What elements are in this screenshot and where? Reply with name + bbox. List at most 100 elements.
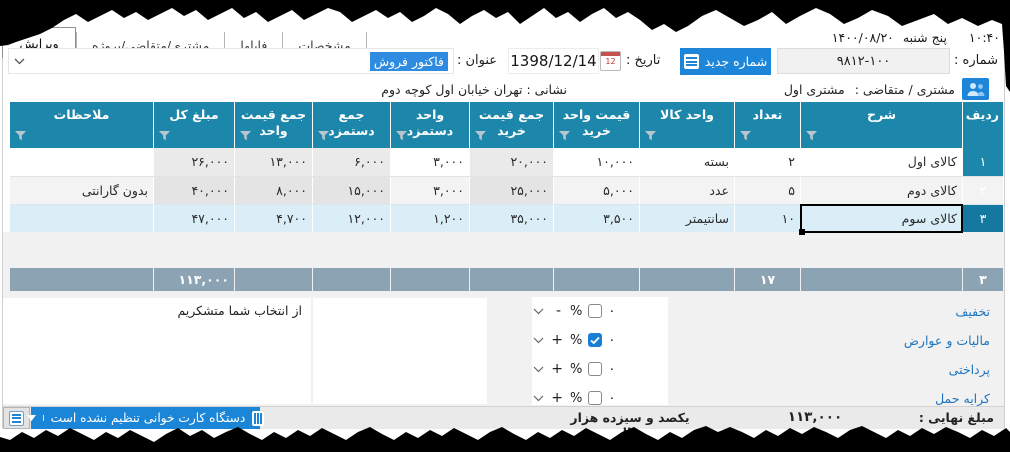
filter-icon[interactable] xyxy=(806,129,817,145)
filter-icon[interactable] xyxy=(475,129,486,145)
discount-value[interactable]: ۰ xyxy=(608,303,616,319)
table-summary-row: ۳ ۱۷ ۱۱۳,۰۰۰ xyxy=(10,268,1003,291)
dropdown-arrow-icon[interactable] xyxy=(26,415,44,421)
cell-quantity[interactable]: ۵ xyxy=(735,177,800,204)
col-unit-purchase-price[interactable]: قیمت واحد خرید xyxy=(554,102,639,148)
col-total-purchase-price[interactable]: جمع قیمت خرید xyxy=(470,102,553,148)
plus-sign: + xyxy=(551,390,563,406)
form-icon xyxy=(683,54,699,69)
summary-row-count: ۳ xyxy=(963,268,1003,291)
filter-icon[interactable] xyxy=(396,129,407,145)
freight-value[interactable]: ۰ xyxy=(608,390,616,406)
filter-icon[interactable] xyxy=(740,129,751,145)
cell-unit-wage[interactable]: ۳,۰۰۰ xyxy=(391,177,469,204)
cell-quantity[interactable]: ۲ xyxy=(735,148,800,176)
col-remarks[interactable]: ملاحظات xyxy=(10,102,153,148)
cell-remarks[interactable] xyxy=(10,205,153,232)
cell-description[interactable]: کالای دوم xyxy=(801,177,962,204)
cell-total-amount: ۴۷,۰۰۰ xyxy=(154,205,234,232)
table-row[interactable]: ۱ کالای اول ۲ بسته ۱۰,۰۰۰ ۲۰,۰۰۰ ۳,۰۰۰ ۶… xyxy=(10,148,1003,176)
number-input[interactable]: ۹۸۱۲-۱۰۰ xyxy=(777,48,950,74)
cell-unit-purchase-price[interactable]: ۳,۵۰۰ xyxy=(554,205,639,232)
filter-icon[interactable] xyxy=(645,129,656,145)
filter-icon[interactable] xyxy=(240,129,251,145)
cell-remarks[interactable] xyxy=(10,148,153,176)
col-total-unit-price[interactable]: جمع قیمت واحد xyxy=(235,102,312,148)
chevron-down-icon[interactable] xyxy=(14,58,25,65)
summary-grand-total: ۱۱۳,۰۰۰ xyxy=(154,268,234,291)
freight-percent-checkbox[interactable] xyxy=(588,391,603,405)
title-label: عنوان : xyxy=(457,53,498,68)
customer-picker-button[interactable] xyxy=(962,78,989,100)
card-reader-warning-banner[interactable]: دستگاه کارت خوانی تنظیم نشده است xyxy=(26,407,265,429)
cell-total-purchase-price: ۲۰,۰۰۰ xyxy=(470,148,553,176)
discount-percent-checkbox[interactable] xyxy=(588,304,603,318)
col-row-number[interactable]: ردیف xyxy=(963,102,1003,148)
cell-row-number: ۳ xyxy=(963,205,1003,232)
title-combobox[interactable]: فاکتور فروش xyxy=(8,48,454,74)
table-row-selected[interactable]: ۳ کالای سوم ۱۰ سانتیمتر ۳,۵۰۰ ۳۵,۰۰۰ ۱,۲… xyxy=(10,204,1003,235)
col-unit-wage[interactable]: واحد دستمزد xyxy=(391,102,469,148)
date-label: تاریخ : xyxy=(626,53,661,68)
percent-symbol: % xyxy=(570,332,583,348)
col-quantity[interactable]: تعداد xyxy=(735,102,800,148)
freight-link[interactable]: کرایه حمل xyxy=(935,390,990,406)
chevron-down-icon[interactable] xyxy=(533,337,544,344)
customer-value: مشتری اول xyxy=(783,82,845,97)
chevron-down-icon[interactable] xyxy=(533,308,544,315)
percent-symbol: % xyxy=(570,361,583,377)
summary-quantity-total: ۱۷ xyxy=(735,268,800,291)
tax-link[interactable]: مالیات و عوارض xyxy=(903,332,990,348)
payment-link[interactable]: پرداختی xyxy=(948,361,990,377)
weekday: پنج شنبه xyxy=(902,30,947,45)
datetime-bar: ۱۰:۴۰ پنج شنبه ۱۴۰۰/۰۸/۲۰ xyxy=(832,30,1000,45)
date-input[interactable]: 1398/12/14 xyxy=(508,48,599,74)
cell-quantity[interactable]: ۱۰ xyxy=(735,205,800,232)
cell-unit-purchase-price[interactable]: ۱۰,۰۰۰ xyxy=(554,148,639,176)
table-header: ردیف شرح تعداد واحد کالا قیمت واحد خرید … xyxy=(10,102,1003,148)
filter-icon[interactable] xyxy=(318,129,329,145)
cell-total-amount: ۴۰,۰۰۰ xyxy=(154,177,234,204)
col-goods-unit[interactable]: واحد کالا xyxy=(640,102,734,148)
discount-link[interactable]: تخفیف xyxy=(955,303,990,319)
cell-goods-unit[interactable]: عدد xyxy=(640,177,734,204)
form-icon xyxy=(9,410,24,426)
window-left-border xyxy=(2,40,3,428)
filter-icon[interactable] xyxy=(559,129,570,145)
col-description[interactable]: شرح xyxy=(801,102,962,148)
calendar-icon[interactable]: 12 xyxy=(600,51,621,71)
filter-icon[interactable] xyxy=(15,129,26,145)
cell-total-unit-price: ۴,۷۰۰ xyxy=(235,205,312,232)
final-amount-value: ۱۱۳,۰۰۰ xyxy=(787,409,843,425)
filter-icon[interactable] xyxy=(159,129,170,145)
col-total-amount[interactable]: مبلغ کل xyxy=(154,102,234,148)
cell-description-focused[interactable]: کالای سوم xyxy=(799,204,963,235)
cell-remarks[interactable]: بدون گارانتی xyxy=(10,177,153,204)
payment-percent-checkbox[interactable] xyxy=(588,362,603,376)
col-total-wage[interactable]: جمع دستمزد xyxy=(313,102,390,148)
cell-goods-unit[interactable]: سانتیمتر xyxy=(640,205,734,232)
new-number-button[interactable]: شماره جدید xyxy=(680,48,771,75)
cell-total-wage: ۶,۰۰۰ xyxy=(313,148,390,176)
payment-value[interactable]: ۰ xyxy=(608,361,616,377)
cell-unit-wage[interactable]: ۳,۰۰۰ xyxy=(391,148,469,176)
table-row[interactable]: ۲ کالای دوم ۵ عدد ۵,۰۰۰ ۲۵,۰۰۰ ۳,۰۰۰ ۱۵,… xyxy=(10,176,1003,204)
card-reader-icon xyxy=(252,410,265,426)
chevron-down-icon[interactable] xyxy=(533,395,544,402)
invoice-footer-note[interactable]: از انتخاب شما متشکریم xyxy=(3,298,311,404)
plus-sign: + xyxy=(551,361,563,377)
cell-unit-purchase-price[interactable]: ۵,۰۰۰ xyxy=(554,177,639,204)
cell-total-unit-price: ۱۳,۰۰۰ xyxy=(235,148,312,176)
cell-total-amount: ۲۶,۰۰۰ xyxy=(154,148,234,176)
cell-description[interactable]: کالای اول xyxy=(801,148,962,176)
chevron-down-icon[interactable] xyxy=(533,366,544,373)
cell-total-purchase-price: ۲۵,۰۰۰ xyxy=(470,177,553,204)
cell-total-purchase-price: ۳۵,۰۰۰ xyxy=(470,205,553,232)
cell-goods-unit[interactable]: بسته xyxy=(640,148,734,176)
tax-value[interactable]: ۰ xyxy=(608,332,616,348)
cell-unit-wage[interactable]: ۱,۲۰۰ xyxy=(391,205,469,232)
number-label: شماره : xyxy=(954,53,998,68)
tax-percent-checkbox[interactable] xyxy=(588,333,603,347)
secondary-note-panel[interactable] xyxy=(313,298,487,404)
